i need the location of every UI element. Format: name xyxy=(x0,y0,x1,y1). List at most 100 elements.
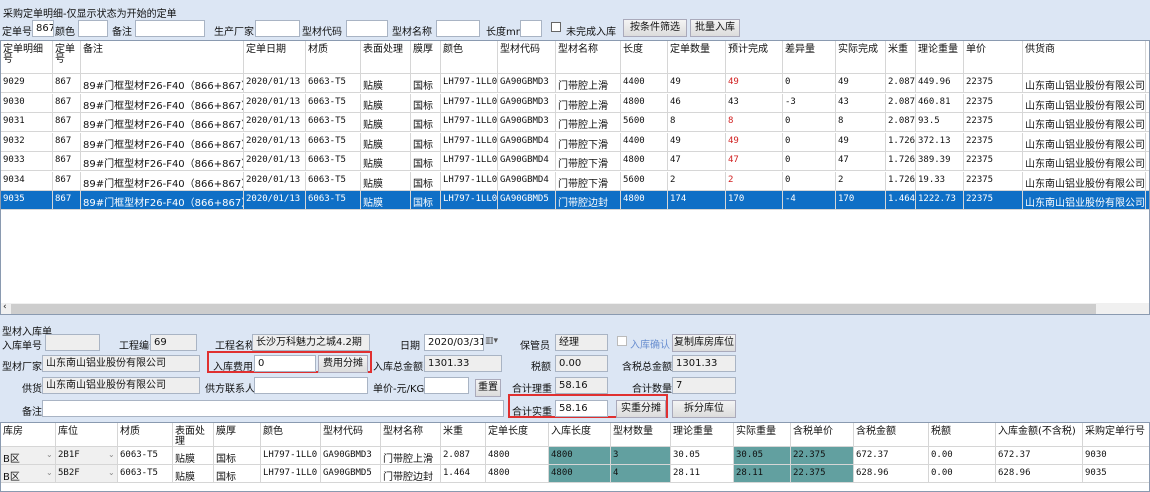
table-row[interactable]: 9035 867 89#门框型材F26-F40（866+867） 2020/01/13… xyxy=(1,191,1149,210)
chevron-down-icon[interactable]: ⌄ xyxy=(46,468,53,477)
table-row[interactable]: 9034 867 89#门框型材F26-F40（866+867） 2020/01/13… xyxy=(1,171,1149,191)
calendar-dropdown-icon[interactable]: ▥▾ xyxy=(485,336,499,346)
reset-button[interactable]: 重置 xyxy=(475,379,501,397)
column-header[interactable]: 材质 xyxy=(306,41,361,73)
project-no-input[interactable]: 69 xyxy=(150,334,197,351)
scroll-left-arrow[interactable]: ‹ xyxy=(3,302,7,312)
contact-input[interactable] xyxy=(254,377,368,394)
length-input[interactable] xyxy=(520,20,542,37)
table-cell[interactable]: 4 xyxy=(611,465,671,482)
column-header[interactable]: 米重 xyxy=(441,423,486,446)
column-header[interactable]: 理论重量 xyxy=(671,423,734,446)
table-row[interactable]: B区 ⌄ 5B2F ⌄ 6063-T5 贴膜 国标 LH797-1LL0 GA90GBMD5 门带… xyxy=(1,465,1149,483)
column-header[interactable]: 定单长度 xyxy=(486,423,549,446)
column-header[interactable]: 定单明细号 xyxy=(1,41,53,73)
column-header[interactable]: 税额 xyxy=(929,423,996,446)
column-header[interactable]: 含税金额 xyxy=(854,423,929,446)
table-cell[interactable]: 22.375 xyxy=(791,465,854,482)
location-select[interactable]: B区 xyxy=(1,465,56,482)
column-header[interactable]: 备注 xyxy=(81,41,244,73)
column-header[interactable]: 型材代码 xyxy=(321,423,381,446)
location-select[interactable]: 2B1F xyxy=(56,447,118,464)
remark-input[interactable] xyxy=(42,400,504,417)
color-input[interactable] xyxy=(78,20,108,37)
column-header[interactable]: 实际重量 xyxy=(734,423,791,446)
table-cell[interactable]: 4800 xyxy=(549,447,611,464)
keeper-input[interactable]: 经理 xyxy=(555,334,608,351)
column-header[interactable]: 定单数量 xyxy=(668,41,726,73)
chevron-down-icon[interactable]: ⌄ xyxy=(108,450,115,459)
fee-split-button[interactable]: 费用分摊 xyxy=(318,355,368,373)
column-header[interactable]: 材质 xyxy=(118,423,173,446)
table-cell[interactable]: 30.05 xyxy=(734,447,791,464)
column-header[interactable]: 膜厚 xyxy=(411,41,441,73)
filter-button[interactable]: 按条件筛选 xyxy=(623,19,687,37)
column-header[interactable]: 膜厚 xyxy=(214,423,261,446)
column-header[interactable]: 实际完成 xyxy=(836,41,886,73)
table-row[interactable]: 9029 867 89#门框型材F26-F40（866+867） 2020/01/13… xyxy=(1,74,1149,93)
order-no-input[interactable]: 867 xyxy=(32,20,54,37)
column-header[interactable]: 型材数量 xyxy=(611,423,671,446)
column-header[interactable]: 预计完成 xyxy=(726,41,783,73)
location-select[interactable]: B区 xyxy=(1,447,56,464)
qty-input[interactable]: 7 xyxy=(672,377,736,394)
tax-input[interactable]: 0.00 xyxy=(555,355,608,372)
column-header[interactable]: 表面处理 xyxy=(173,423,214,446)
batch-receipt-button[interactable]: 批量入库 xyxy=(690,19,740,37)
receipt-no-input[interactable] xyxy=(45,334,100,351)
column-header[interactable]: 表面处理 xyxy=(361,41,411,73)
actual-weight-input[interactable]: 58.16 xyxy=(555,400,608,417)
table-row[interactable]: 9031 867 89#门框型材F26-F40（866+867） 2020/01/13… xyxy=(1,113,1149,132)
table-row[interactable]: 9033 867 89#门框型材F26-F40（866+867） 2020/01/13… xyxy=(1,152,1149,171)
maker-input[interactable]: 山东南山铝业股份有限公司 xyxy=(42,355,200,372)
column-header[interactable]: 库房 xyxy=(1,423,56,446)
column-header[interactable]: 型材名称 xyxy=(556,41,621,73)
remark-input[interactable] xyxy=(135,20,205,37)
maker-input[interactable] xyxy=(255,20,300,37)
column-header[interactable]: 单价 xyxy=(964,41,1023,73)
chevron-down-icon[interactable]: ⌄ xyxy=(46,450,53,459)
copy-location-button[interactable]: 复制库房库位 xyxy=(672,334,736,352)
total-tax-input[interactable]: 1301.33 xyxy=(672,355,736,372)
date-picker[interactable]: 2020/03/31 xyxy=(424,334,484,351)
column-header[interactable]: 米重 xyxy=(886,41,916,73)
table-row[interactable]: 9030 867 89#门框型材F26-F40（866+867） 2020/01/13… xyxy=(1,93,1149,113)
name-input[interactable] xyxy=(436,20,480,37)
scrollbar-thumb[interactable] xyxy=(11,304,1096,314)
table-cell[interactable]: 28.11 xyxy=(734,465,791,482)
column-header[interactable]: 定单日期 xyxy=(244,41,306,73)
column-header[interactable]: 颜色 xyxy=(261,423,321,446)
supplier-input[interactable]: 山东南山铝业股份有限公司 xyxy=(42,377,200,394)
unit-price-input[interactable] xyxy=(424,377,469,394)
column-header[interactable]: 含税单价 xyxy=(791,423,854,446)
column-header[interactable]: 入库长度 xyxy=(549,423,611,446)
project-name-input[interactable]: 长沙万科魅力之城4.2期 xyxy=(252,334,370,351)
split-location-button[interactable]: 拆分库位 xyxy=(672,400,736,418)
fee-input[interactable]: 0 xyxy=(254,355,316,372)
column-header[interactable]: 型材代码 xyxy=(498,41,556,73)
table-cell[interactable]: 3 xyxy=(611,447,671,464)
column-header[interactable]: 定单号 xyxy=(53,41,81,73)
table-row[interactable]: 9032 867 89#门框型材F26-F40（866+867） 2020/01/13… xyxy=(1,132,1149,152)
table-cell[interactable]: 22.375 xyxy=(791,447,854,464)
column-header[interactable]: 入库金额(不含税) xyxy=(996,423,1083,446)
column-header[interactable]: 库位 xyxy=(56,423,118,446)
chevron-down-icon[interactable]: ⌄ xyxy=(108,468,115,477)
column-header[interactable]: 颜色 xyxy=(441,41,498,73)
code-input[interactable] xyxy=(346,20,388,37)
location-select[interactable]: 5B2F xyxy=(56,465,118,482)
confirm-checkbox[interactable] xyxy=(617,336,627,346)
column-header[interactable]: 理论重量 xyxy=(916,41,964,73)
incomplete-checkbox[interactable] xyxy=(551,22,561,32)
total-amount-input[interactable]: 1301.33 xyxy=(424,355,502,372)
table-cell[interactable]: 4800 xyxy=(549,465,611,482)
table-row[interactable]: B区 ⌄ 2B1F ⌄ 6063-T5 贴膜 国标 LH797-1LL0 GA90GBMD3 门带… xyxy=(1,447,1149,465)
column-header[interactable]: 型材名称 xyxy=(381,423,441,446)
column-header[interactable]: 采购定单行号 xyxy=(1083,423,1149,446)
actual-weight-split-button[interactable]: 实重分摊 xyxy=(616,400,666,418)
column-header[interactable]: 长度 xyxy=(621,41,668,73)
table-cell: 2020/01/13 xyxy=(244,74,306,92)
theory-weight-input[interactable]: 58.16 xyxy=(555,377,608,394)
column-header[interactable]: 供货商 xyxy=(1023,41,1146,73)
column-header[interactable]: 差异量 xyxy=(783,41,836,73)
